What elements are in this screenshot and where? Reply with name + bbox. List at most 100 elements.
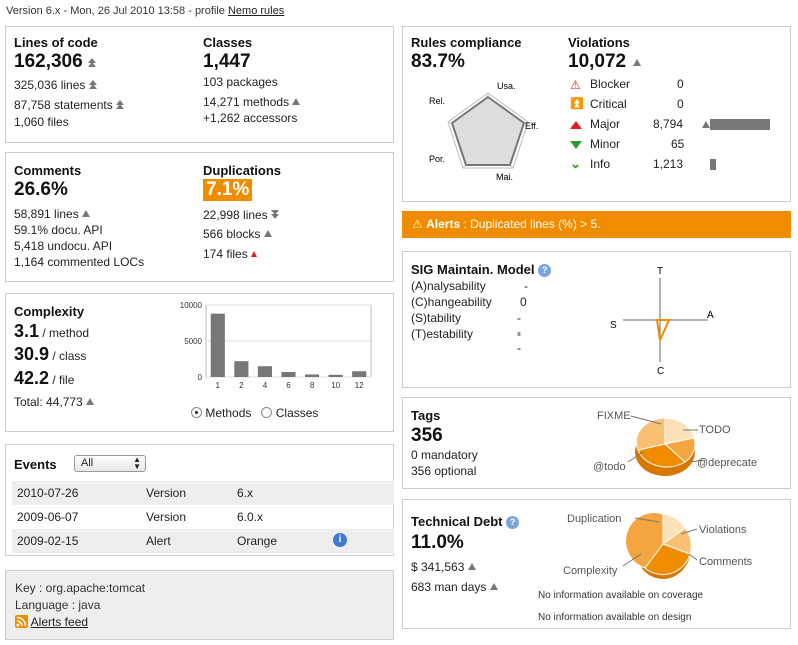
sig-row-name: (S)tability (411, 311, 462, 325)
info-chevron-icon: ⌄ (570, 156, 581, 171)
critical-icon: ⏫ (570, 98, 584, 110)
sig-row: (A)nalysability - (411, 279, 528, 293)
radar-axis-label: Por. (429, 154, 445, 164)
sig-widget: SIG Maintain. Model ? (A)nalysability - (… (402, 251, 791, 388)
event-date: 2009-02-15 (17, 534, 79, 548)
trend-up-icon (633, 59, 642, 66)
severity-count: 0 (677, 97, 684, 111)
x-tick-label: 2 (239, 381, 244, 390)
tags-pie-chart: FIXME TODO @todo @deprecate (593, 410, 757, 476)
tag-pie-label: FIXME (597, 410, 631, 422)
x-tick-label: 8 (310, 381, 315, 390)
severity-row-info[interactable]: ⌄ Info 1,213 (568, 156, 788, 175)
complexity-file-unit: / file (52, 373, 75, 387)
sig-row: (S)tability -- (411, 311, 521, 339)
y-tick-label: 10000 (180, 301, 203, 310)
alerts-feed-link[interactable]: Alerts feed (30, 615, 89, 629)
severity-row-minor[interactable]: Minor 65 (568, 137, 778, 155)
severity-name: Major (590, 117, 621, 131)
severity-row-blocker[interactable]: ⚠ Blocker 0 (568, 77, 778, 95)
accessors-count: +1,262 accessors (203, 111, 298, 125)
complexity-class-value: 30.9 (14, 344, 50, 364)
sig-row-value: -- (517, 327, 521, 355)
sig-axis-c: C (657, 366, 664, 377)
minor-icon (570, 141, 582, 149)
duplications-value: 7.1% (203, 179, 253, 201)
project-language: Language : java (15, 598, 101, 612)
radar-axis-label: Rel. (429, 96, 445, 106)
severity-name: Blocker (590, 77, 631, 91)
lines-count: 325,036 lines (14, 78, 86, 92)
classes-value: 1,447 (203, 51, 251, 72)
severity-name: Minor (590, 137, 621, 151)
select-arrows-icon: ▲ ▼ (133, 455, 141, 471)
complexity-method-unit: / method (42, 326, 90, 340)
severity-bar (710, 159, 716, 170)
coverage-note: No information available on coverage (538, 590, 704, 601)
help-icon[interactable]: ? (506, 516, 520, 529)
severity-count: 0 (677, 77, 684, 91)
trend-up-icon (292, 98, 301, 105)
tags-optional: 356 optional (411, 464, 477, 478)
methods-radio-label: Methods (205, 406, 252, 420)
sig-row-value: 0 (520, 295, 527, 309)
packages-count: 103 packages (203, 75, 278, 89)
violations-label: Violations (568, 35, 630, 50)
project-info: Key : org.apache:tomcat Language : java … (5, 570, 394, 640)
classes-radio[interactable] (261, 407, 273, 418)
size-widget: Lines of code 162,306 325,036 lines 87,7… (5, 26, 394, 143)
profile-link[interactable]: Nemo rules (227, 5, 285, 17)
events-filter-select[interactable]: All ▲ ▼ (74, 455, 146, 472)
info-icon[interactable]: i (333, 533, 347, 547)
sig-row: (C)hangeability 0 (411, 295, 527, 309)
blocker-icon: ⚠ (570, 78, 581, 92)
sig-axis-s: S (610, 320, 617, 331)
complexity-class-unit: / class (52, 349, 87, 363)
event-date: 2010-07-26 (17, 486, 79, 500)
sig-row-name: (C)hangeability (411, 295, 492, 309)
sig-axis-a: A (707, 310, 714, 321)
loc-value: 162,306 (14, 51, 83, 72)
comments-label: Comments (14, 163, 82, 178)
bar (328, 374, 343, 377)
trend-down-icon (271, 210, 280, 219)
complexity-file-value: 42.2 (14, 368, 50, 388)
methods-count: 14,271 methods (203, 95, 290, 109)
tags-label: Tags (411, 408, 441, 423)
severity-name: Critical (590, 97, 627, 111)
event-type: Version (146, 510, 187, 524)
x-tick-label: 6 (286, 381, 291, 390)
help-icon[interactable]: ? (538, 264, 552, 277)
comment-lines: 58,891 lines (14, 207, 79, 221)
tags-mandatory: 0 mandatory (411, 448, 478, 462)
trend-up-icon (263, 230, 272, 237)
dup-files: 174 files (203, 247, 248, 261)
x-tick-label: 12 (355, 381, 364, 390)
severity-row-major[interactable]: Major 8,794 (568, 117, 788, 135)
alert-banner: ⚠ Alerts : Duplicated lines (%) > 5. (402, 211, 791, 238)
severity-count: 1,213 (653, 157, 684, 171)
event-row: 2009-02-15 Alert Orange i (12, 529, 394, 553)
debt-value: 11.0% (411, 532, 464, 553)
complexity-method-value: 3.1 (14, 321, 40, 341)
comments-value: 26.6% (14, 179, 68, 200)
loc-label: Lines of code (14, 35, 98, 50)
trend-up-icon (88, 58, 97, 67)
event-type: Alert (146, 534, 171, 548)
version-text: Version 6.x - Mon, 26 Jul 2010 13:58 - p… (6, 5, 225, 17)
tags-value: 356 (411, 425, 443, 446)
trend-up-red-icon (251, 251, 258, 257)
radar-axis-label: Eff. (525, 121, 538, 131)
severity-row-critical[interactable]: ⏫ Critical 0 (568, 97, 778, 115)
events-widget: Events All ▲ ▼ 2010-07-26 Version 6.x 200… (5, 444, 394, 556)
design-note: No information available on design (538, 612, 692, 623)
undocu-api: 5,418 undocu. API (14, 239, 113, 253)
dup-blocks: 566 blocks (203, 227, 261, 241)
trend-up-icon (116, 100, 125, 109)
y-tick-label: 0 (198, 373, 203, 382)
rules-radar-chart: Usa. Eff. Mai. Por. Rel. (429, 81, 538, 182)
bar (257, 366, 272, 377)
methods-radio[interactable] (191, 407, 202, 418)
bar (234, 361, 249, 377)
